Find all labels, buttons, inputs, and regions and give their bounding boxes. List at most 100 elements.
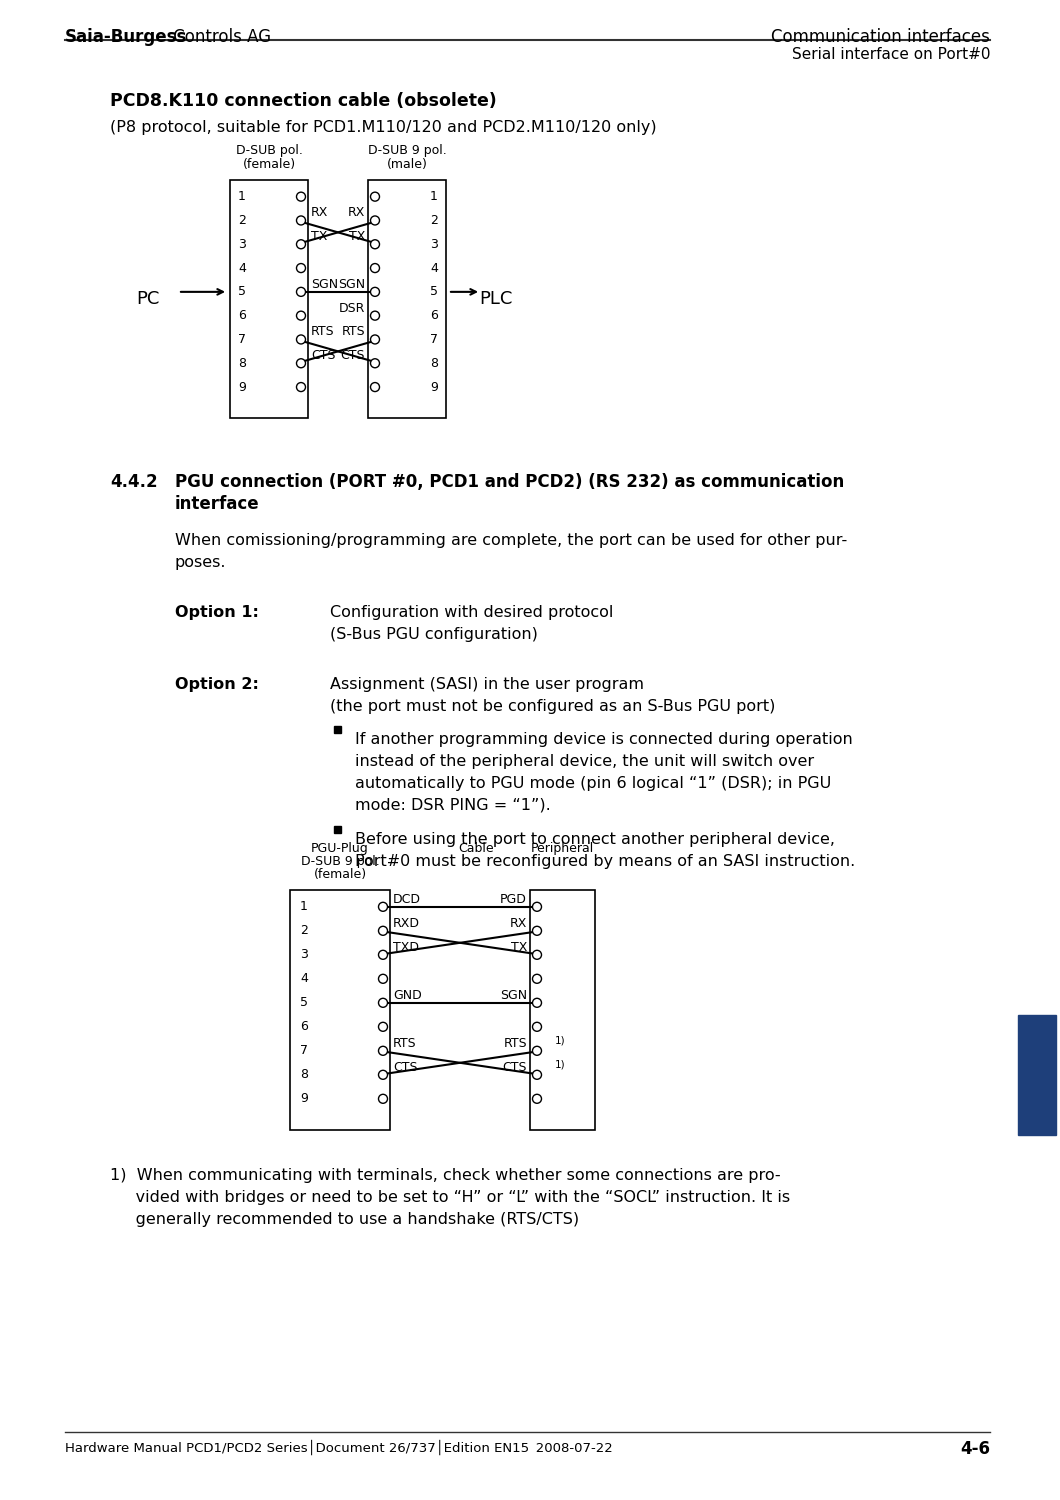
Circle shape bbox=[371, 288, 379, 297]
Text: 1)  When communicating with terminals, check whether some connections are pro-: 1) When communicating with terminals, ch… bbox=[110, 1168, 780, 1184]
Bar bbox=[230, 180, 308, 419]
Circle shape bbox=[378, 1047, 388, 1056]
Text: Saia-Burgess: Saia-Burgess bbox=[65, 28, 188, 46]
Text: SGN: SGN bbox=[311, 278, 338, 291]
Text: D-SUB 9 pol.: D-SUB 9 pol. bbox=[368, 144, 446, 158]
Circle shape bbox=[371, 358, 379, 368]
Text: TX: TX bbox=[311, 231, 328, 243]
Text: (the port must not be configured as an S-Bus PGU port): (the port must not be configured as an S… bbox=[330, 699, 775, 714]
Text: 9: 9 bbox=[430, 381, 438, 393]
Text: (P8 protocol, suitable for PCD1.M110/120 and PCD2.M110/120 only): (P8 protocol, suitable for PCD1.M110/120… bbox=[110, 120, 656, 135]
Circle shape bbox=[297, 216, 305, 225]
Circle shape bbox=[297, 264, 305, 273]
Text: 9: 9 bbox=[300, 1092, 308, 1106]
Text: RTS: RTS bbox=[393, 1036, 417, 1050]
Circle shape bbox=[371, 192, 379, 201]
Text: SGN: SGN bbox=[500, 988, 527, 1002]
Text: 4: 4 bbox=[300, 972, 308, 986]
Bar bbox=[530, 890, 595, 1130]
Text: 4: 4 bbox=[238, 261, 246, 274]
Text: RX: RX bbox=[510, 916, 527, 930]
Text: Option 2:: Option 2: bbox=[175, 676, 259, 692]
Text: mode: DSR PING = “1”).: mode: DSR PING = “1”). bbox=[355, 798, 551, 813]
Circle shape bbox=[297, 288, 305, 297]
Circle shape bbox=[532, 1023, 542, 1032]
Text: 1: 1 bbox=[300, 900, 308, 914]
Circle shape bbox=[378, 1023, 388, 1032]
Text: automatically to PGU mode (pin 6 logical “1” (DSR); in PGU: automatically to PGU mode (pin 6 logical… bbox=[355, 776, 831, 790]
Circle shape bbox=[297, 382, 305, 392]
Text: D-SUB 9 pol.: D-SUB 9 pol. bbox=[301, 855, 379, 868]
Circle shape bbox=[297, 240, 305, 249]
Text: generally recommended to use a handshake (RTS/CTS): generally recommended to use a handshake… bbox=[110, 1212, 579, 1227]
Text: PCD8.K110 connection cable (obsolete): PCD8.K110 connection cable (obsolete) bbox=[110, 92, 497, 110]
Circle shape bbox=[371, 334, 379, 344]
Circle shape bbox=[532, 1071, 542, 1080]
Text: (female): (female) bbox=[314, 868, 367, 880]
Text: SGN: SGN bbox=[338, 278, 365, 291]
Text: 1): 1) bbox=[555, 1036, 566, 1046]
Circle shape bbox=[532, 975, 542, 984]
Text: 2: 2 bbox=[300, 924, 308, 938]
Text: 8: 8 bbox=[238, 357, 246, 370]
Text: RX: RX bbox=[311, 207, 329, 219]
Bar bbox=[334, 827, 341, 833]
Text: CTS: CTS bbox=[311, 350, 336, 363]
Circle shape bbox=[378, 951, 388, 960]
Text: 9: 9 bbox=[238, 381, 246, 393]
Circle shape bbox=[532, 1095, 542, 1104]
Text: PC: PC bbox=[137, 290, 160, 308]
Text: Hardware Manual PCD1/PCD2 Series│Document 26/737│Edition EN15 2008-07-22: Hardware Manual PCD1/PCD2 Series│Documen… bbox=[65, 1440, 613, 1455]
Text: CTS: CTS bbox=[502, 1060, 527, 1074]
Text: Before using the port to connect another peripheral device,: Before using the port to connect another… bbox=[355, 833, 835, 848]
Circle shape bbox=[297, 334, 305, 344]
Text: Option 1:: Option 1: bbox=[175, 604, 259, 619]
Text: 7: 7 bbox=[238, 333, 246, 346]
Text: 1: 1 bbox=[238, 190, 246, 202]
Circle shape bbox=[378, 1071, 388, 1080]
Circle shape bbox=[378, 927, 388, 936]
Text: Peripheral: Peripheral bbox=[531, 842, 594, 855]
Text: Controls AG: Controls AG bbox=[167, 28, 271, 46]
Bar bbox=[334, 726, 341, 734]
Circle shape bbox=[378, 903, 388, 912]
Circle shape bbox=[297, 192, 305, 201]
Circle shape bbox=[532, 903, 542, 912]
Text: 4: 4 bbox=[1028, 1060, 1045, 1084]
Text: DSR: DSR bbox=[338, 302, 365, 315]
Bar bbox=[290, 890, 390, 1130]
Text: PGU connection (PORT #0, PCD1 and PCD2) (RS 232) as communication: PGU connection (PORT #0, PCD1 and PCD2) … bbox=[175, 472, 844, 490]
Circle shape bbox=[371, 240, 379, 249]
Text: Communication interfaces: Communication interfaces bbox=[771, 28, 990, 46]
Text: 8: 8 bbox=[430, 357, 438, 370]
Text: 3: 3 bbox=[238, 238, 246, 250]
Circle shape bbox=[378, 999, 388, 1008]
Text: Port#0 must be reconfigured by means of an SASI instruction.: Port#0 must be reconfigured by means of … bbox=[355, 853, 855, 868]
Text: PGD: PGD bbox=[500, 892, 527, 906]
Text: 1): 1) bbox=[555, 1060, 566, 1070]
Text: CTS: CTS bbox=[393, 1060, 418, 1074]
Text: GND: GND bbox=[393, 988, 422, 1002]
Text: Serial interface on Port#0: Serial interface on Port#0 bbox=[792, 46, 990, 62]
Text: TX: TX bbox=[349, 231, 365, 243]
Circle shape bbox=[371, 264, 379, 273]
Text: If another programming device is connected during operation: If another programming device is connect… bbox=[355, 732, 852, 747]
Text: 6: 6 bbox=[300, 1020, 308, 1034]
Text: RXD: RXD bbox=[393, 916, 420, 930]
Text: Assignment (SASI) in the user program: Assignment (SASI) in the user program bbox=[330, 676, 644, 692]
Text: poses.: poses. bbox=[175, 555, 227, 570]
Circle shape bbox=[371, 382, 379, 392]
Text: 8: 8 bbox=[300, 1068, 308, 1082]
Bar bbox=[368, 180, 446, 419]
Text: DCD: DCD bbox=[393, 892, 421, 906]
Circle shape bbox=[532, 1047, 542, 1056]
Text: TXD: TXD bbox=[393, 940, 419, 954]
Text: Cable: Cable bbox=[458, 842, 494, 855]
Text: (male): (male) bbox=[387, 158, 427, 171]
Text: vided with bridges or need to be set to “H” or “L” with the “SOCL” instruction. : vided with bridges or need to be set to … bbox=[110, 1190, 790, 1204]
Text: CTS: CTS bbox=[340, 350, 365, 363]
Text: RTS: RTS bbox=[504, 1036, 527, 1050]
Text: 4: 4 bbox=[430, 261, 438, 274]
Text: 2: 2 bbox=[430, 214, 438, 226]
Text: 6: 6 bbox=[238, 309, 246, 322]
